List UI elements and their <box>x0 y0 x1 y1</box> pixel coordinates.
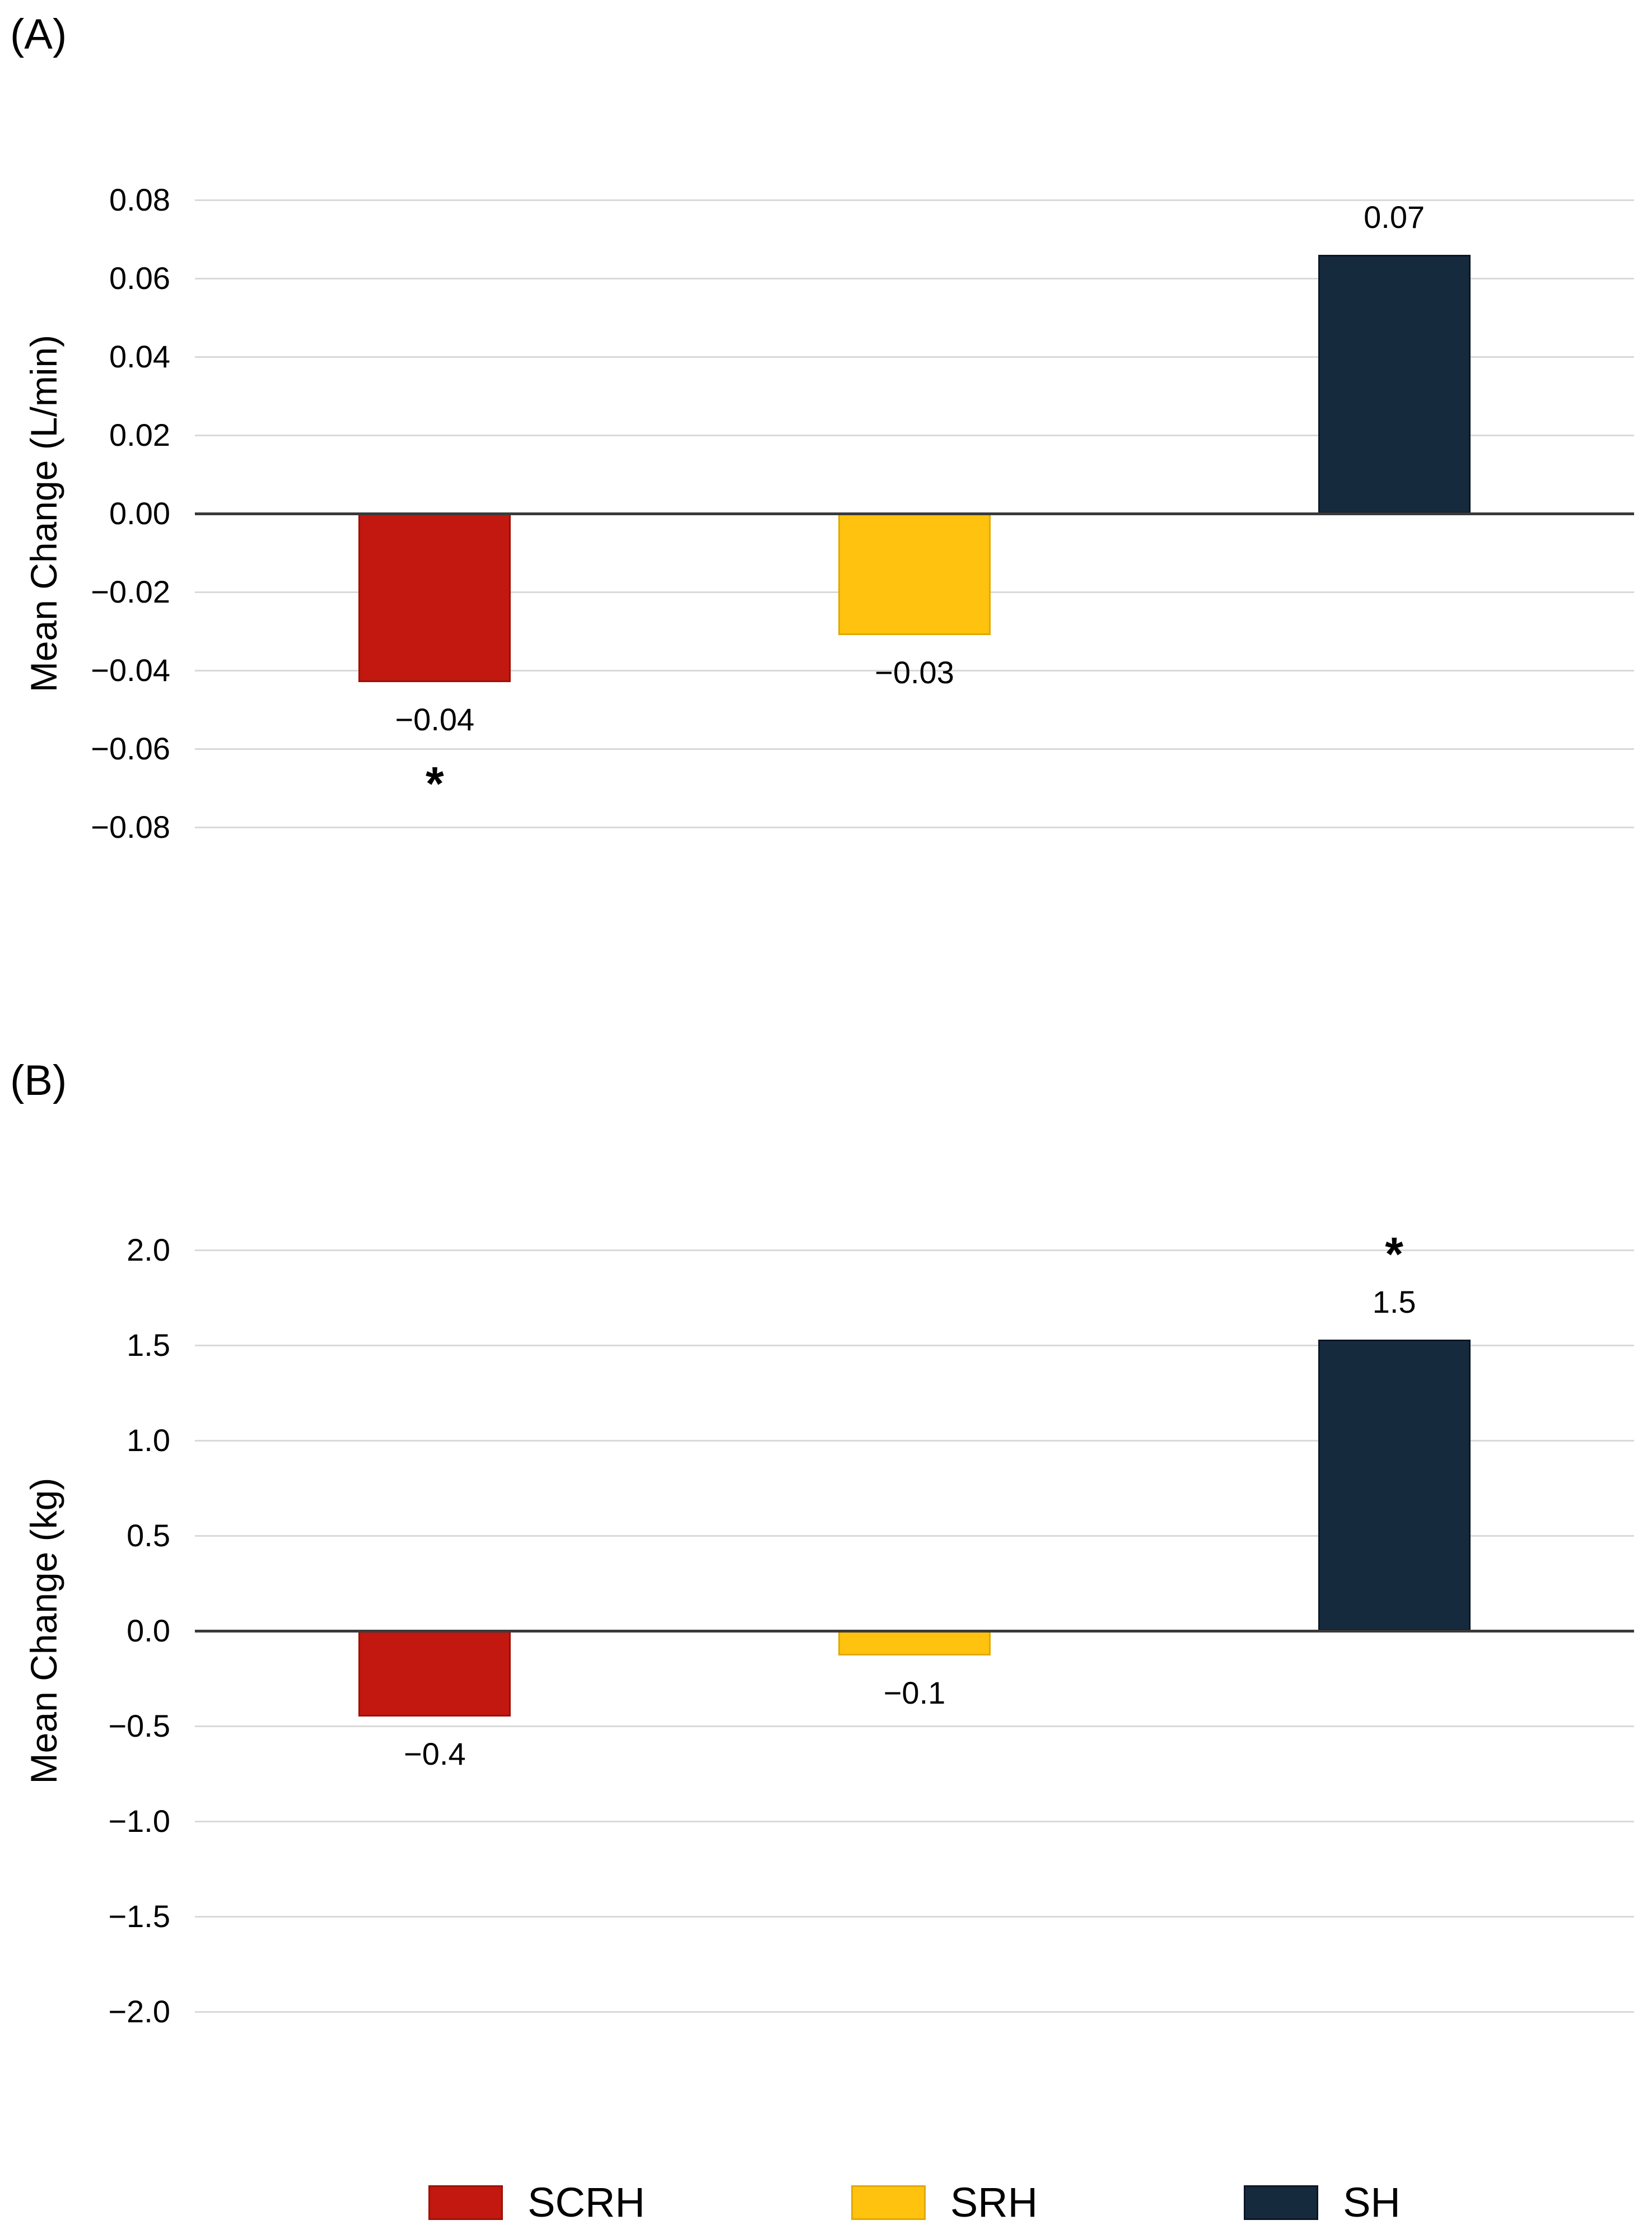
legend-item-scrh: SCRH <box>428 2181 645 2224</box>
y-tick-label: 1.5 <box>127 1327 170 1363</box>
panel-b-plot: 2.0 1.5 1.0 0.5 0.0 −0.5 −1.0 −1.5 −2.0 −0.4 −0.1 1… <box>108 1230 1634 2029</box>
legend-label-srh: SRH <box>950 2179 1038 2226</box>
gridline <box>195 277 1634 279</box>
legend-label-scrh: SCRH <box>528 2179 645 2226</box>
y-tick-label: 0.5 <box>127 1518 170 1553</box>
gridline <box>195 1439 1634 1442</box>
y-tick-label: 1.0 <box>127 1423 170 1458</box>
y-tick-label: −0.04 <box>91 652 170 688</box>
legend-item-srh: SRH <box>851 2181 1038 2224</box>
bar-scrh <box>358 1631 511 1717</box>
gridline <box>195 434 1634 436</box>
y-tick-label: −1.5 <box>108 1899 170 1934</box>
legend-swatch-scrh <box>428 2185 503 2220</box>
y-tick-label: −0.08 <box>91 809 170 845</box>
legend-swatch-sh <box>1244 2185 1319 2220</box>
bar-sh <box>1318 1339 1471 1631</box>
y-tick-label: 0.04 <box>109 339 170 374</box>
bar-value-label: −0.04 <box>395 702 475 737</box>
bar-srh <box>838 514 991 635</box>
y-tick-label: 0.00 <box>109 496 170 531</box>
bar-value-label: −0.4 <box>404 1736 466 1771</box>
x-axis-zero-line <box>195 512 1634 515</box>
x-axis-zero-line <box>195 1629 1634 1633</box>
legend-item-sh: SH <box>1244 2181 1401 2224</box>
y-tick-label: 0.06 <box>109 260 170 296</box>
bar-srh <box>838 1631 991 1656</box>
bar-value-label: −0.03 <box>875 655 954 690</box>
bar-scrh <box>358 514 511 682</box>
gridline <box>195 826 1634 828</box>
significance-asterisk: * <box>425 757 444 810</box>
gridline <box>195 1249 1634 1251</box>
legend-label-sh: SH <box>1343 2179 1401 2226</box>
gridline <box>195 2011 1634 2013</box>
bar-sh <box>1318 255 1471 514</box>
y-tick-label: 0.08 <box>109 182 170 217</box>
panel-b-label: (B) <box>10 1057 67 1104</box>
gridline <box>195 1820 1634 1822</box>
panel-a-label: (A) <box>10 11 67 58</box>
gridline <box>195 356 1634 358</box>
gridline <box>195 1344 1634 1346</box>
bar-value-label: −0.1 <box>883 1675 946 1711</box>
significance-asterisk: * <box>1385 1227 1403 1280</box>
y-tick-label: −2.0 <box>108 1994 170 2029</box>
gridline <box>195 1535 1634 1537</box>
y-tick-label: 2.0 <box>127 1232 170 1267</box>
gridline <box>195 1725 1634 1727</box>
y-tick-label: 0.02 <box>109 417 170 453</box>
gridline <box>195 1915 1634 1918</box>
legend-swatch-srh <box>851 2185 926 2220</box>
gridline <box>195 669 1634 671</box>
y-tick-label: −0.5 <box>108 1708 170 1743</box>
bar-value-label: 1.5 <box>1372 1284 1416 1319</box>
gridline <box>195 748 1634 750</box>
bar-value-label: 0.07 <box>1364 199 1425 235</box>
y-tick-label: −0.06 <box>91 731 170 766</box>
y-tick-label: −1.0 <box>108 1803 170 1839</box>
y-tick-label: −0.02 <box>91 574 170 609</box>
gridline <box>195 199 1634 201</box>
legend: SCRH SRH SH <box>195 2181 1634 2224</box>
panel-a-plot: 0.08 0.06 0.04 0.02 0.00 −0.02 −0.04 −0.06 −0.08… <box>91 182 1634 845</box>
y-tick-label: 0.0 <box>127 1613 170 1648</box>
